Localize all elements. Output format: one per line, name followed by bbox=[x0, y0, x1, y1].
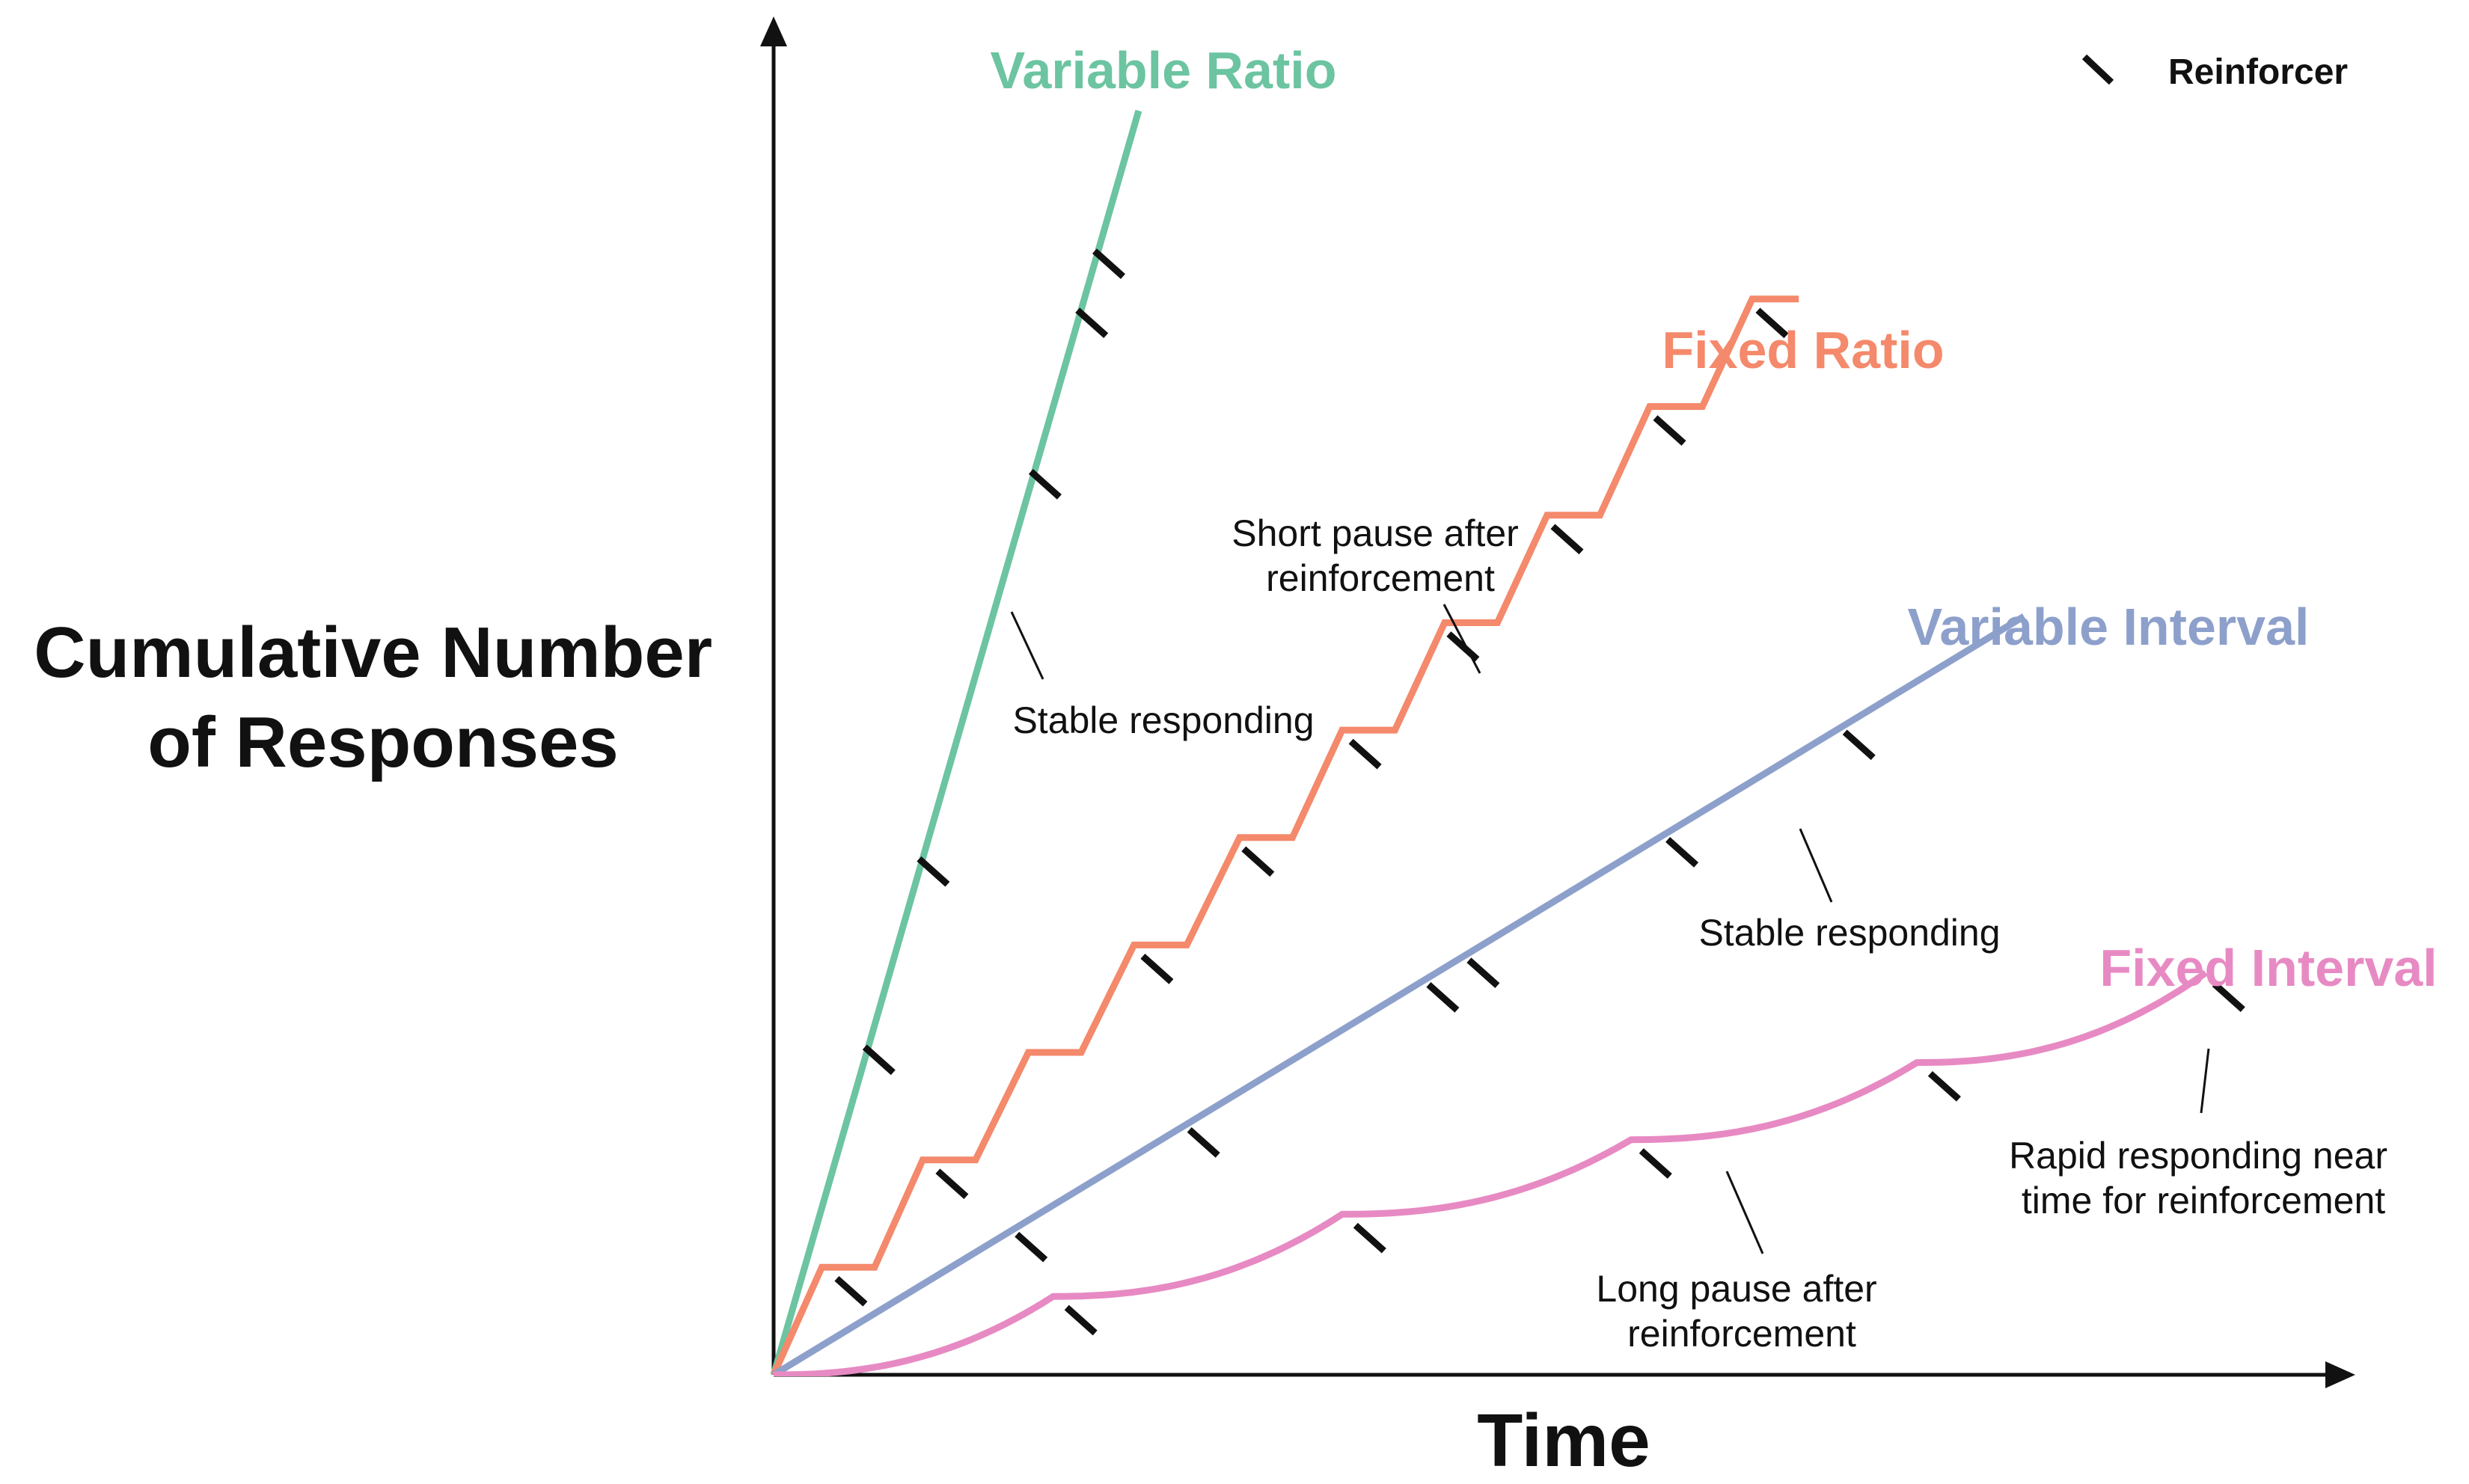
series-label-fixed-interval: Fixed Interval bbox=[2099, 939, 2437, 997]
y-axis-title-line-1: Cumulative Number bbox=[34, 613, 712, 693]
y-axis-title: Cumulative Number of Responses bbox=[34, 613, 732, 782]
reinforcer-mark-fixed-ratio-4 bbox=[1241, 846, 1275, 877]
reinforcer-mark-variable-ratio-4 bbox=[1075, 307, 1109, 339]
series-label-variable-ratio: Variable Ratio bbox=[991, 41, 1337, 99]
legend: Reinforcer bbox=[2081, 52, 2348, 92]
series-line-variable-ratio bbox=[770, 109, 1142, 1376]
annotation-fr-short-pause: Short pause after reinforcement bbox=[1232, 512, 1529, 599]
reinforcer-mark-variable-interval-1 bbox=[1015, 1231, 1048, 1263]
annotation-vi-stable-responding: Stable responding bbox=[1698, 912, 2000, 954]
reinforcer-mark-fixed-ratio-7 bbox=[1550, 524, 1584, 555]
legend-reinforcer-icon bbox=[2081, 54, 2114, 85]
series-label-variable-interval: Variable Interval bbox=[1908, 598, 2310, 656]
reinforcer-mark-fixed-ratio-1 bbox=[834, 1275, 868, 1307]
x-axis-title: Time bbox=[1477, 1399, 1650, 1483]
annotation-fi-long-pause-line-2: reinforcement bbox=[1627, 1313, 1856, 1355]
legend-reinforcer-label: Reinforcer bbox=[2168, 52, 2348, 92]
reinforcer-mark-fixed-ratio-2 bbox=[935, 1168, 969, 1200]
annotation-fi-rapid-responding: Rapid responding near time for reinforce… bbox=[2009, 1135, 2398, 1221]
annotation-vi-stable-line-1: Stable responding bbox=[1698, 912, 2000, 954]
y-axis-arrowhead bbox=[760, 16, 787, 46]
reinforcer-mark-variable-ratio-3 bbox=[1028, 469, 1062, 500]
annotation-leader-fr-pause bbox=[1442, 604, 1481, 674]
series-line-fixed-ratio bbox=[770, 295, 1799, 1376]
annotation-leader-fi-long-pause bbox=[1725, 1171, 1764, 1254]
annotation-leader-vr-stable bbox=[1010, 611, 1044, 680]
reinforcer-mark-fixed-interval-3 bbox=[1639, 1148, 1672, 1179]
annotation-vr-stable-line-1: Stable responding bbox=[1012, 699, 1314, 741]
annotation-fi-long-pause: Long pause after reinforcement bbox=[1596, 1268, 1887, 1355]
reinforcer-mark-variable-ratio-1 bbox=[862, 1044, 896, 1076]
reinforcer-mark-fixed-ratio-9 bbox=[1755, 307, 1789, 339]
reinforcer-mark-variable-interval-3 bbox=[1426, 982, 1460, 1013]
annotations: Stable responding Short pause after rein… bbox=[1010, 512, 2398, 1355]
reinforcer-mark-fixed-ratio-6 bbox=[1446, 631, 1480, 662]
annotation-fr-pause-line-2: reinforcement bbox=[1266, 557, 1495, 599]
reinforcer-mark-fixed-interval-5 bbox=[2212, 981, 2245, 1012]
reinforcer-mark-fixed-interval-2 bbox=[1353, 1222, 1386, 1254]
annotation-vr-stable-responding: Stable responding bbox=[1012, 699, 1314, 741]
series-line-fixed-interval bbox=[774, 969, 2208, 1376]
reinforcer-mark-variable-ratio-2 bbox=[917, 856, 950, 887]
reinforcer-mark-variable-interval-4 bbox=[1466, 957, 1500, 988]
annotation-fi-rapid-line-1: Rapid responding near bbox=[2009, 1135, 2387, 1177]
reinforcer-mark-variable-ratio-5 bbox=[1092, 248, 1126, 279]
reinforcer-mark-fixed-interval-1 bbox=[1064, 1304, 1098, 1336]
reinforcer-mark-variable-interval-6 bbox=[1842, 729, 1876, 761]
series-layer bbox=[770, 109, 2208, 1376]
reinforcer-mark-fixed-ratio-8 bbox=[1653, 415, 1686, 446]
y-axis-title-line-2: of Responses bbox=[147, 702, 618, 782]
annotation-leader-fi-rapid bbox=[2200, 1048, 2210, 1114]
series-line-variable-interval bbox=[771, 613, 2026, 1376]
annotation-fr-pause-line-1: Short pause after bbox=[1232, 512, 1519, 554]
annotation-fi-rapid-line-2: time for reinforcement bbox=[2022, 1180, 2385, 1221]
annotation-fi-long-pause-line-1: Long pause after bbox=[1596, 1268, 1876, 1310]
reinforcer-mark-variable-interval-5 bbox=[1665, 837, 1699, 868]
series-label-fixed-ratio: Fixed Ratio bbox=[1662, 321, 1944, 379]
reinforcer-mark-variable-interval-2 bbox=[1187, 1127, 1220, 1158]
axes bbox=[760, 16, 2355, 1388]
reinforcer-mark-fixed-ratio-5 bbox=[1348, 738, 1382, 770]
reinforcer-mark-fixed-ratio-3 bbox=[1140, 954, 1174, 984]
annotation-leader-vi-stable bbox=[1799, 828, 1833, 903]
reinforcer-mark-fixed-interval-4 bbox=[1927, 1070, 1961, 1102]
reinforcer-layer bbox=[834, 248, 2245, 1336]
x-axis-arrowhead bbox=[2325, 1361, 2355, 1388]
